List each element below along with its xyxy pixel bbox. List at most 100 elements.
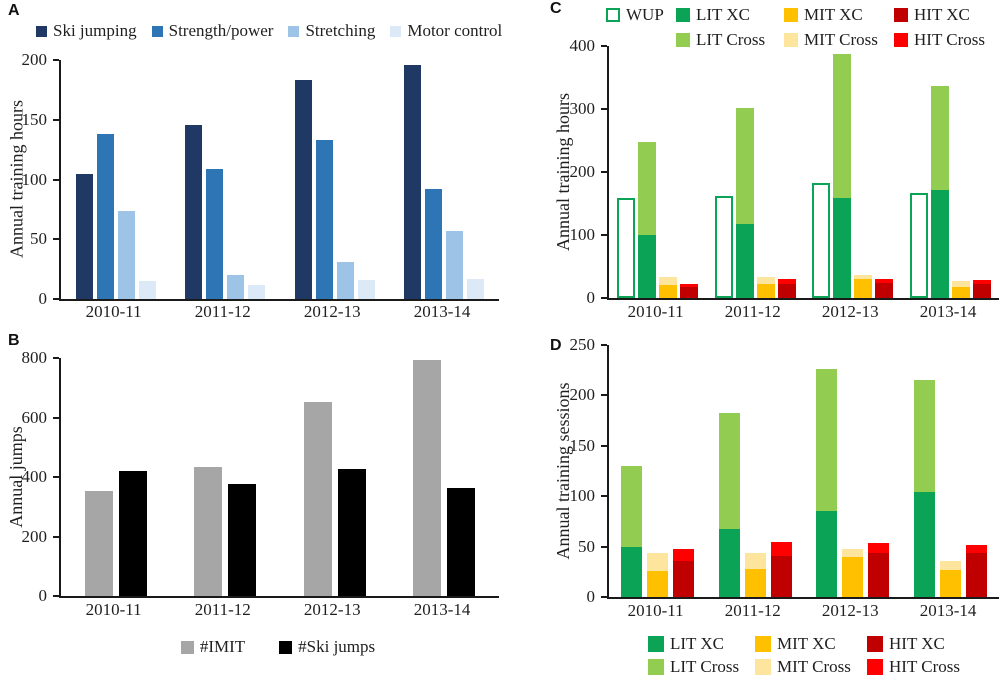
bar-segment-wup-2011-12	[714, 195, 733, 298]
panel-c-label: C	[550, 0, 562, 17]
bar-segment-hit-cross-2013-14	[972, 280, 991, 285]
y-tick-mark	[53, 357, 59, 359]
y-tick-mark	[53, 59, 59, 61]
bar-segment-lit-cross-2012-13	[833, 53, 852, 199]
y-tick-label-150: 150	[569, 435, 596, 455]
legend-label-strength-power: Strength/power	[168, 21, 274, 40]
x-tick-label-2011-12: 2011-12	[724, 601, 781, 620]
bar-segment-mit-cross-2010-11	[647, 552, 669, 571]
x-tick-label-2013-14: 2013-14	[919, 302, 977, 321]
x-axis-tick-labels: 2010-11 2011-12 2012-13 2013-14	[607, 302, 997, 322]
panel-a: A Annual training hours 0 50 100 150 200 2010…	[0, 0, 502, 330]
legend-label-mit-xc: MIT XC	[804, 5, 863, 24]
legend-label-mit-cross: MIT Cross	[777, 657, 851, 676]
bar-stack-mit-xc-2010-11	[659, 46, 678, 298]
bar-stack-mit-xc-2011-12	[756, 46, 775, 298]
y-tick-label-250: 250	[569, 335, 596, 354]
bar-segment-mit-cross-2011-12	[756, 277, 775, 285]
y-tick-mark	[53, 416, 59, 419]
legend-item-mit-xc: MIT XC	[784, 4, 894, 26]
bar-segment-lit-cross-2010-11	[621, 465, 643, 547]
bar-stack-hit-xc-2010-11	[673, 345, 695, 597]
bar-segment-lit-cross-2011-12	[735, 107, 754, 225]
bar-segment-wup-2013-14	[909, 192, 928, 298]
bar-segment-hit-xc-2013-14	[965, 552, 987, 597]
bar-segment-strength-power-2013-14	[425, 189, 443, 299]
panel-b-plot	[53, 357, 499, 598]
x-tick-label-2010-11: 2010-11	[85, 302, 142, 321]
legend-label-hit-cross: HIT Cross	[914, 30, 985, 49]
bar-segment-mit-xc-2013-14	[939, 569, 961, 597]
bar-segment-mit-xc-2010-11	[647, 570, 669, 597]
y-tick-mark	[601, 596, 607, 598]
bar-segment-ski-jumping-2010-11	[75, 173, 93, 299]
y-axis-tick-labels: 0 50 100 150 200 250	[545, 335, 601, 606]
legend-swatch-lit-cross	[676, 33, 690, 47]
y-tick-label-200: 200	[569, 162, 596, 181]
panel-d-label: D	[550, 337, 562, 354]
panel-c: C Annual training hours 0 100 200 300 400 201…	[500, 0, 1000, 330]
bar-stack-hit-xc-2012-13	[875, 46, 894, 298]
bar-segment-lit-xc-2011-12	[718, 529, 740, 597]
legend-item-ski-jumping: Ski jumping	[36, 20, 137, 42]
y-tick-mark	[53, 178, 59, 181]
bar-stack-lit-xc-2013-14	[913, 345, 935, 597]
bar-segment-mit-cross-2012-13	[842, 548, 864, 557]
legend-swatch-ski-jumping	[36, 25, 47, 37]
bar-stack-ski-jumping-2012-13	[294, 60, 312, 299]
bar-stack-mit-xc-2013-14	[951, 46, 970, 298]
y-tick-mark	[53, 476, 59, 478]
legend-item-lit-cross: LIT Cross	[676, 29, 784, 51]
bar-segment-wup-2012-13	[812, 182, 831, 298]
bar-segment-imit-2013-14	[413, 359, 442, 596]
bar-segment-ski-jumps-2010-11	[118, 471, 147, 596]
bar-segment-hit-xc-2012-13	[875, 282, 894, 298]
y-tick-label-600: 600	[21, 407, 48, 427]
legend-label-mit-cross: MIT Cross	[804, 30, 878, 49]
legend-swatch-wup	[606, 8, 620, 22]
legend-swatch-lit-cross	[648, 659, 664, 675]
legend-swatch-hit-xc	[867, 636, 883, 652]
bar-segment-hit-cross-2013-14	[965, 544, 987, 553]
x-tick-label-2010-11: 2010-11	[627, 302, 684, 321]
bar-segment-hit-xc-2010-11	[680, 286, 699, 298]
legend-label-lit-cross: LIT Cross	[696, 30, 766, 49]
panel-a-legend: Ski jumping Strength/power Stretching Motor…	[36, 20, 502, 42]
bar-segment-strength-power-2011-12	[206, 168, 224, 299]
bar-stack-ski-jumping-2010-11	[75, 60, 93, 299]
bar-segment-stretching-2012-13	[336, 261, 354, 299]
legend-item-motor-control: Motor control	[390, 20, 502, 42]
legend-label-imit: #IMIT	[199, 637, 246, 656]
bar-segment-motor-control-2010-11	[138, 281, 156, 299]
bar-stack-imit-2011-12	[194, 358, 223, 596]
bar-group-2012-13	[816, 345, 890, 597]
bar-segment-strength-power-2010-11	[96, 134, 114, 299]
bar-stack-mit-xc-2013-14	[939, 345, 961, 597]
bar-stack-strength-power-2011-12	[206, 60, 224, 299]
y-tick-label-0: 0	[38, 289, 48, 308]
bar-stack-stretching-2010-11	[117, 60, 135, 299]
legend-swatch-hit-cross	[894, 33, 908, 47]
bar-group-2012-13	[294, 60, 375, 299]
bar-stack-lit-xc-2011-12	[718, 345, 740, 597]
bar-stack-hit-xc-2013-14	[965, 345, 987, 597]
y-axis-tick-labels: 0 100 200 300 400	[545, 36, 601, 307]
bar-group-2011-12	[718, 345, 792, 597]
bar-stack-motor-control-2013-14	[467, 60, 485, 299]
x-tick-label-2013-14: 2013-14	[413, 302, 471, 321]
y-tick-label-200: 200	[21, 526, 48, 546]
legend-item-imit: #IMIT	[180, 636, 246, 658]
bar-segment-lit-xc-2012-13	[816, 511, 838, 597]
bar-group-2010-11	[617, 46, 699, 298]
bar-segment-hit-xc-2013-14	[972, 284, 991, 298]
x-tick-label-2012-13: 2012-13	[821, 601, 879, 620]
bar-segment-lit-cross-2010-11	[638, 142, 657, 235]
y-tick-mark	[601, 108, 607, 110]
bar-segment-lit-cross-2012-13	[816, 369, 838, 512]
x-tick-label-2011-12: 2011-12	[194, 600, 251, 619]
x-tick-label-2011-12: 2011-12	[724, 302, 781, 321]
y-tick-mark	[601, 297, 607, 299]
bar-stack-imit-2010-11	[84, 358, 113, 596]
y-tick-label-200: 200	[569, 385, 596, 405]
